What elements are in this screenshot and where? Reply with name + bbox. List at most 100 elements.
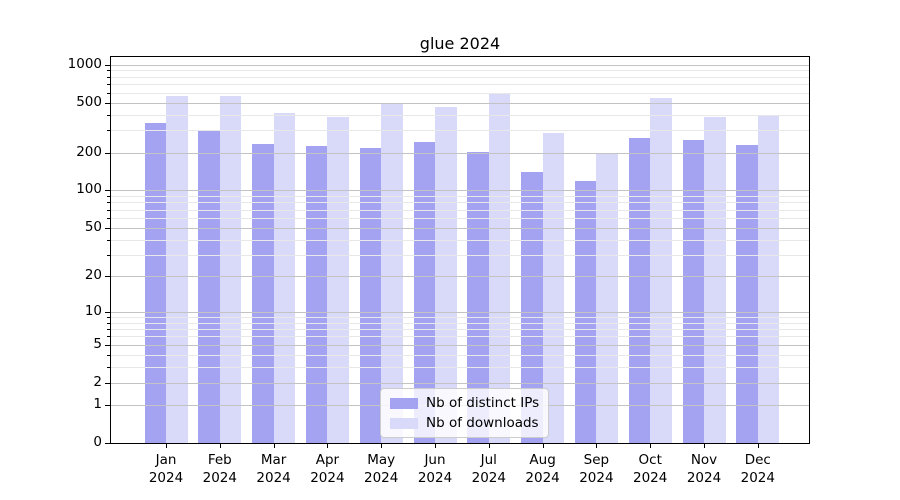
y-minor-tick-40 bbox=[107, 239, 110, 241]
x-tick-label-jul: Jul 2024 bbox=[471, 452, 506, 487]
bar-downloads-feb bbox=[219, 95, 242, 443]
minor-gridline bbox=[111, 329, 809, 331]
bar-distinct-ips-apr bbox=[305, 145, 328, 443]
y-minor-tick-70 bbox=[107, 209, 110, 211]
y-minor-tick-8 bbox=[107, 322, 110, 324]
x-tick-label-may: May 2024 bbox=[364, 452, 399, 487]
bar-distinct-ips-oct bbox=[628, 138, 651, 443]
x-tick-label-jan: Jan 2024 bbox=[148, 452, 184, 487]
y-minor-tick-3 bbox=[107, 367, 110, 369]
y-tick-label-10: 10 bbox=[84, 302, 102, 319]
y-tick-label-100: 100 bbox=[76, 181, 102, 198]
y-tick-label-20: 20 bbox=[84, 267, 102, 284]
legend-label-distinct-ips: Nb of distinct IPs bbox=[426, 395, 540, 411]
minor-gridline bbox=[111, 92, 809, 94]
minor-gridline bbox=[111, 130, 809, 132]
x-tick-aug bbox=[542, 444, 544, 448]
y-tick-label-500: 500 bbox=[76, 93, 102, 110]
legend-swatch-distinct-ips bbox=[390, 397, 418, 409]
minor-gridline bbox=[111, 70, 809, 72]
y-minor-tick-4 bbox=[107, 354, 110, 356]
y-minor-tick-90 bbox=[107, 195, 110, 197]
y-minor-tick-400 bbox=[107, 114, 110, 116]
y-minor-tick-7 bbox=[107, 329, 110, 331]
minor-gridline bbox=[111, 217, 809, 219]
y-tick-1 bbox=[105, 405, 110, 407]
bar-downloads-nov bbox=[704, 117, 726, 443]
legend-swatch-downloads bbox=[390, 417, 418, 429]
x-tick-label-apr: Apr 2024 bbox=[310, 452, 345, 487]
x-tick-label-dec: Dec 2024 bbox=[740, 452, 775, 487]
y-tick-label-200: 200 bbox=[76, 143, 102, 160]
bar-distinct-ips-feb bbox=[198, 131, 220, 443]
x-tick-label-oct: Oct 2024 bbox=[633, 452, 668, 487]
plot-area bbox=[110, 56, 810, 444]
x-tick-oct bbox=[650, 444, 652, 448]
y-minor-tick-900 bbox=[107, 70, 110, 72]
major-gridline bbox=[111, 276, 809, 278]
y-tick-500 bbox=[105, 102, 110, 104]
x-tick-feb bbox=[219, 444, 221, 448]
major-gridline bbox=[111, 102, 809, 104]
y-tick-label-2: 2 bbox=[93, 373, 102, 390]
y-minor-tick-6 bbox=[107, 336, 110, 338]
y-tick-50 bbox=[105, 227, 110, 229]
y-tick-10 bbox=[105, 311, 110, 313]
x-tick-label-aug: Aug 2024 bbox=[525, 452, 560, 487]
y-minor-tick-600 bbox=[107, 92, 110, 94]
bar-downloads-apr bbox=[327, 117, 349, 443]
bar-distinct-ips-mar bbox=[252, 143, 274, 443]
bar-downloads-oct bbox=[650, 98, 672, 443]
x-tick-label-feb: Feb 2024 bbox=[202, 452, 237, 487]
y-tick-label-1: 1 bbox=[93, 396, 102, 413]
minor-gridline bbox=[111, 202, 809, 204]
y-tick-label-0: 0 bbox=[93, 434, 102, 450]
y-axis: 0 1 2 5 10 20 50 100 200 500 1000 bbox=[0, 56, 102, 450]
legend-label-downloads: Nb of downloads bbox=[426, 415, 539, 431]
bar-distinct-ips-jan bbox=[144, 122, 166, 443]
x-tick-label-jun: Jun 2024 bbox=[417, 452, 453, 487]
x-tick-label-nov: Nov 2024 bbox=[686, 452, 722, 487]
y-minor-tick-800 bbox=[107, 76, 110, 78]
x-tick-dec bbox=[757, 444, 759, 448]
x-tick-nov bbox=[704, 444, 705, 448]
minor-gridline bbox=[111, 316, 809, 318]
y-tick-2 bbox=[105, 382, 110, 384]
major-gridline bbox=[111, 190, 809, 192]
major-gridline bbox=[111, 152, 809, 154]
major-gridline bbox=[111, 227, 809, 229]
bar-distinct-ips-dec bbox=[736, 144, 758, 443]
y-tick-20 bbox=[105, 276, 110, 278]
y-tick-0 bbox=[105, 443, 110, 444]
y-minor-tick-9 bbox=[107, 316, 110, 318]
y-minor-tick-80 bbox=[107, 202, 110, 204]
x-tick-mar bbox=[273, 444, 275, 448]
y-tick-label-5: 5 bbox=[93, 335, 102, 352]
bar-downloads-aug bbox=[542, 133, 565, 443]
bar-downloads-jan bbox=[166, 95, 188, 443]
y-minor-tick-60 bbox=[107, 217, 110, 219]
y-minor-tick-30 bbox=[107, 254, 110, 256]
x-tick-label-mar: Mar 2024 bbox=[256, 452, 291, 487]
minor-gridline bbox=[111, 76, 809, 78]
x-tick-sep bbox=[596, 444, 598, 448]
y-tick-label-50: 50 bbox=[84, 218, 102, 235]
minor-gridline bbox=[111, 114, 809, 116]
x-tick-apr bbox=[327, 444, 329, 448]
x-tick-jul bbox=[488, 444, 490, 448]
y-tick-200 bbox=[105, 152, 110, 154]
minor-gridline bbox=[111, 322, 809, 324]
major-gridline bbox=[111, 344, 809, 346]
bar-distinct-ips-jul bbox=[467, 152, 489, 443]
major-gridline bbox=[111, 64, 809, 66]
legend: Nb of distinct IPs Nb of downloads bbox=[380, 388, 550, 438]
y-tick-100 bbox=[105, 190, 110, 192]
minor-gridline bbox=[111, 336, 809, 338]
bar-distinct-ips-may bbox=[359, 148, 382, 443]
chart-title: glue 2024 bbox=[419, 34, 501, 53]
minor-gridline bbox=[111, 209, 809, 211]
bar-downloads-sep bbox=[596, 152, 618, 443]
bar-downloads-mar bbox=[273, 113, 296, 443]
minor-gridline bbox=[111, 239, 809, 241]
y-tick-1000 bbox=[105, 64, 110, 66]
